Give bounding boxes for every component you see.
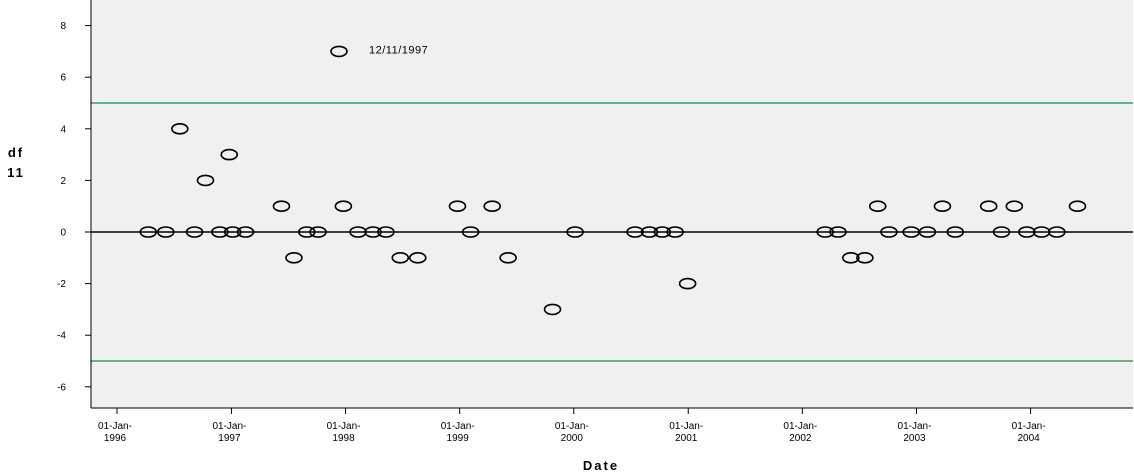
y-tick-label: -2 (57, 279, 66, 290)
x-tick-label-line2: 2002 (789, 433, 812, 444)
data-point (272, 200, 291, 212)
x-tick-label-line1: 01-Jan- (555, 421, 589, 432)
y-axis-label-line2: 11 (7, 165, 25, 180)
data-point (297, 226, 316, 238)
x-tick-label-line1: 01-Jan- (1012, 421, 1046, 432)
x-tick-label-line2: 1996 (104, 433, 127, 444)
data-point (349, 226, 367, 238)
data-point (678, 277, 697, 290)
data-point (236, 226, 255, 238)
data-point (499, 251, 517, 264)
data-points (139, 45, 1087, 316)
data-point (816, 226, 834, 238)
x-tick-label-line1: 01-Jan- (98, 421, 132, 432)
data-point (364, 226, 382, 238)
data-point (391, 251, 410, 264)
data-point (196, 174, 215, 187)
data-point (979, 200, 998, 212)
data-point (666, 226, 684, 238)
x-axis-label: Date (583, 458, 619, 473)
x-tick-label-line1: 01-Jan- (783, 421, 817, 432)
data-point (946, 226, 965, 238)
data-point (653, 226, 672, 238)
x-tick-label-line2: 2003 (903, 433, 926, 444)
data-point (880, 226, 898, 238)
data-point (461, 226, 480, 238)
data-point (330, 45, 348, 58)
data-point (408, 251, 427, 264)
data-point (640, 226, 659, 238)
x-tick-label-line2: 1997 (218, 433, 241, 444)
data-point (171, 123, 189, 135)
y-tick-label: 0 (60, 228, 66, 239)
data-point (1018, 226, 1036, 238)
data-point (285, 251, 303, 264)
data-point (992, 226, 1011, 238)
data-point (156, 226, 175, 238)
data-point (223, 226, 242, 238)
data-point (139, 226, 158, 238)
data-point (1068, 200, 1087, 212)
x-tick-label-line2: 2001 (675, 433, 698, 444)
y-tick-label: 6 (60, 73, 66, 84)
data-point (543, 303, 562, 316)
data-point (334, 200, 353, 212)
data-point (842, 251, 860, 264)
reference-lines (91, 102, 1133, 362)
x-tick-label-line2: 2000 (561, 433, 584, 444)
x-tick-label-line2: 1998 (332, 433, 355, 444)
data-point (483, 200, 501, 212)
y-tick-label: -6 (57, 382, 66, 393)
x-tick-label-line1: 01-Jan- (212, 421, 246, 432)
data-point (211, 226, 229, 238)
data-point (933, 200, 952, 212)
data-point (626, 226, 644, 238)
x-axis-ticks: 01-Jan-199601-Jan-199701-Jan-199801-Jan-… (98, 408, 1046, 444)
data-point (309, 226, 327, 238)
x-tick-label-line1: 01-Jan- (669, 421, 703, 432)
data-point (918, 226, 937, 238)
y-axis-ticks: -6 -4 -2 0 2 4 6 8 (57, 21, 91, 393)
x-tick-label-line2: 1999 (447, 433, 470, 444)
data-point (220, 148, 239, 161)
y-tick-label: 8 (60, 21, 66, 32)
plot-background (91, 0, 1133, 408)
data-point (868, 200, 887, 212)
data-point (377, 226, 395, 238)
data-point (856, 251, 874, 264)
y-tick-label: -4 (57, 331, 66, 342)
data-point (448, 200, 467, 212)
x-tick-label-line1: 01-Jan- (327, 421, 361, 432)
data-point (829, 226, 847, 238)
y-tick-label: 4 (60, 124, 66, 135)
data-point (1005, 200, 1024, 212)
data-point (566, 226, 584, 238)
data-point (1048, 226, 1066, 238)
y-tick-label: 2 (60, 176, 66, 187)
x-tick-label-line1: 01-Jan- (898, 421, 932, 432)
y-axis-label-line1: df (8, 145, 24, 160)
point-annotation: 12/11/1997 (369, 44, 428, 56)
data-point (185, 226, 204, 238)
x-tick-label-line2: 2004 (1017, 433, 1040, 444)
x-tick-label-line1: 01-Jan- (441, 421, 475, 432)
